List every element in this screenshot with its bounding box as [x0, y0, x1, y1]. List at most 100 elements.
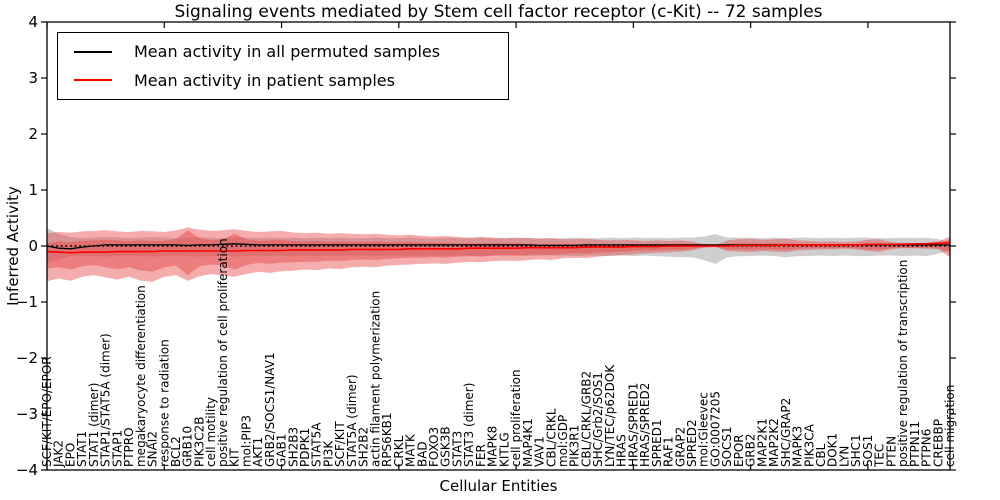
category-label: SHC/GRAP2 [779, 398, 793, 467]
category-label: STAT3 [450, 431, 464, 467]
category-label: MAPK3 [791, 426, 805, 467]
category-label: HRAS/SPRED1 [626, 383, 640, 467]
category-label: BAD [415, 441, 429, 467]
y-tick-label: −4 [16, 461, 38, 479]
category-label: STAT5A (dimer) [345, 374, 359, 467]
category-label: mol:Gleevec [697, 392, 711, 467]
y-tick-label: 2 [28, 125, 38, 143]
category-label: RPS6KB1 [380, 412, 394, 467]
category-label: GAB1 [275, 434, 289, 467]
category-label: PIK3CA [802, 423, 816, 467]
category-label: SCF/KIT/EPO/EPOR [40, 356, 54, 467]
y-tick-label: 4 [28, 13, 38, 31]
band-patient-outer [47, 227, 950, 282]
x-axis-label: Cellular Entities [439, 477, 558, 495]
category-label: GRB2 [744, 433, 758, 467]
category-label: SHC/Grb2/SOS1 [591, 372, 605, 467]
category-label: mol:PIP3 [239, 415, 253, 467]
category-label: SOCS1 [720, 426, 734, 467]
legend-item-permuted: Mean activity in all permuted samples [74, 42, 508, 61]
legend-label: Mean activity in all permuted samples [134, 42, 441, 62]
category-label: LYN [837, 446, 851, 467]
category-label: GSK3B [439, 426, 453, 467]
category-label: KIT [228, 448, 242, 467]
category-label: HRAS/SPRED2 [638, 383, 652, 467]
category-label: STAT1 [75, 431, 89, 467]
category-label: STAT5A [310, 422, 324, 467]
y-tick-label: −2 [16, 349, 38, 367]
category-label: SH2B2 [357, 427, 371, 467]
category-label: cell proliferation [509, 369, 523, 467]
category-label: EPO [63, 443, 77, 467]
category-label: EPOR [732, 434, 746, 467]
category-label: response to radiation [157, 339, 171, 467]
category-label: mol:GDP [556, 415, 570, 467]
category-label: SH2B3 [286, 427, 300, 467]
category-label: megakaryocyte differentiation [134, 285, 148, 467]
category-label: RAF1 [662, 436, 676, 467]
category-label: PTPN6 [920, 429, 934, 467]
category-label: STAT1 (dimer) [87, 383, 101, 467]
category-label: CBL [814, 443, 828, 467]
category-label: cell migration [943, 385, 957, 467]
category-label: MAP4K1 [521, 418, 535, 467]
category-label: SPRED1 [650, 419, 664, 467]
category-label: GRAP2 [673, 427, 687, 467]
category-label: positive regulation of cell proliferatio… [216, 238, 230, 467]
category-label: MAP2K2 [767, 418, 781, 467]
category-label: actin filament polymerization [368, 291, 382, 467]
category-label: SOS1 [861, 435, 875, 467]
y-tick-label: 3 [28, 69, 38, 87]
category-label: LYN/TEC/p62DOK [603, 364, 617, 467]
category-label: SCF/KIT [333, 421, 347, 467]
category-label: PTPN11 [908, 421, 922, 467]
chart-title: Signaling events mediated by Stem cell f… [174, 2, 823, 22]
category-label: KITLG [497, 432, 511, 467]
category-label: FER [474, 444, 488, 467]
category-label: CRKL [392, 435, 406, 467]
category-label: TEC [873, 444, 887, 468]
legend-item-patient: Mean activity in patient samples [74, 71, 508, 90]
category-label: GRB10 [181, 426, 195, 467]
category-label: PTPRO [122, 427, 136, 467]
category-label: SHC1 [849, 434, 863, 467]
category-label: PDPK1 [298, 428, 312, 467]
category-label: CREBBP [931, 419, 945, 467]
line-patient-mean [46, 241, 951, 254]
category-label: PIK3R1 [568, 425, 582, 467]
category-label: HRAS [615, 434, 629, 467]
category-label: GRB2/SOCS1/NAV1 [263, 352, 277, 467]
legend-label: Mean activity in patient samples [134, 70, 395, 90]
category-label: VAV1 [533, 436, 547, 467]
category-label: DOK1 [826, 433, 840, 467]
y-tick-label: −3 [16, 405, 38, 423]
category-label: positive regulation of transcription [896, 260, 910, 467]
category-label: PI3K [321, 440, 335, 467]
category-label: STAP1 [110, 430, 124, 467]
category-label: GO:0007205 [708, 391, 722, 467]
category-label: SNAI2 [146, 431, 160, 467]
category-label: CBL/CRKL/GRB2 [579, 371, 593, 467]
category-label: cell motility [204, 397, 218, 467]
category-label: MATK [404, 433, 418, 467]
category-label: MAPK8 [486, 426, 500, 467]
category-label: STAP1/STAT5A (dimer) [99, 333, 113, 467]
category-label: CBL/CRKL [544, 408, 558, 467]
legend: Mean activity in all permuted samples Me… [57, 32, 509, 100]
category-label: AKT1 [251, 437, 265, 467]
y-tick-label: 1 [28, 181, 38, 199]
category-label: JAK2 [52, 440, 66, 468]
y-tick-label: −1 [16, 293, 38, 311]
legend-line-sample [74, 50, 112, 53]
category-label: PTEN [884, 436, 898, 467]
category-label: STAT3 (dimer) [462, 383, 476, 467]
y-tick-label: 0 [28, 237, 38, 255]
category-label: PIK3C2B [192, 416, 206, 467]
category-label: MAP2K1 [755, 418, 769, 467]
category-label: BCL2 [169, 436, 183, 467]
category-label: SPRED2 [685, 419, 699, 467]
category-label: FOXO3 [427, 427, 441, 467]
legend-line-sample [74, 79, 112, 82]
